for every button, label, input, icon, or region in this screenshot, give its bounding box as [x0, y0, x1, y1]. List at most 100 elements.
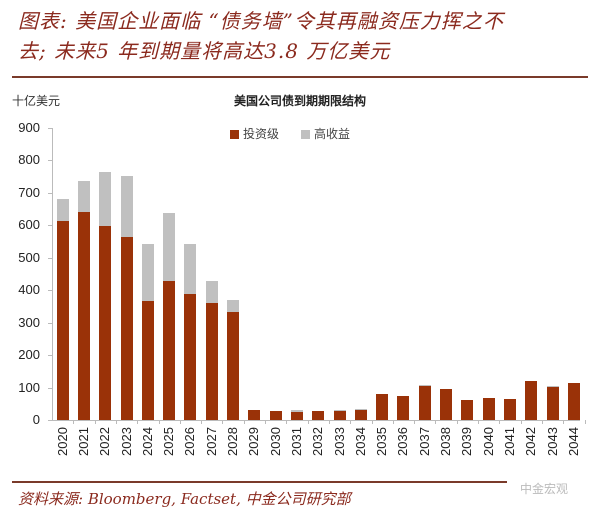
x-tick	[307, 420, 309, 424]
bar-investment-grade	[440, 388, 453, 420]
bar-investment-grade	[525, 381, 538, 420]
x-tick	[243, 420, 245, 424]
bar-high-yield	[205, 281, 218, 304]
legend-swatch	[301, 130, 311, 139]
y-tick-label: 700	[18, 184, 40, 200]
x-tick	[350, 420, 352, 424]
x-tick-label: 2043	[544, 427, 560, 456]
x-tick	[499, 420, 501, 424]
x-tick	[478, 420, 479, 424]
bar-investment-grade	[120, 237, 133, 420]
x-tick-label: 2032	[310, 427, 326, 456]
y-axis	[52, 128, 53, 420]
y-tick-label: 200	[18, 347, 40, 363]
x-tick-label: 2041	[501, 427, 517, 456]
bar-investment-grade	[312, 411, 325, 420]
bar-investment-grade	[290, 412, 303, 420]
x-tick-label: 2024	[139, 427, 155, 456]
x-tick-label: 2020	[54, 427, 70, 456]
bar-investment-grade	[269, 410, 282, 420]
x-tick-label: 2036	[395, 427, 411, 456]
bar-investment-grade	[77, 211, 90, 420]
x-tick	[392, 420, 394, 424]
y-tick	[48, 128, 52, 129]
x-tick	[286, 420, 288, 424]
x-tick	[414, 420, 416, 424]
bar-investment-grade	[503, 398, 516, 420]
x-tick-label: 2031	[288, 427, 304, 456]
y-tick	[48, 257, 52, 259]
y-tick	[48, 387, 52, 389]
y-tick	[48, 192, 52, 194]
y-tick	[48, 355, 52, 357]
title-line-2: 去; 未来5 年到期量将高达3.8 万亿美元	[18, 39, 391, 63]
bar-high-yield	[184, 243, 197, 295]
legend-item-high-yield: 高收益	[301, 125, 350, 142]
x-tick	[222, 420, 224, 424]
bar-high-yield	[333, 410, 346, 412]
x-tick	[158, 420, 160, 424]
bar-investment-grade	[205, 303, 218, 420]
x-tick-label: 2025	[161, 427, 177, 456]
x-tick-label: 2035	[374, 427, 390, 456]
y-tick-label: 500	[18, 249, 40, 265]
bar-investment-grade	[227, 311, 240, 420]
x-tick-label: 2030	[267, 427, 283, 456]
legend-swatch	[230, 130, 239, 139]
bar-investment-grade	[546, 386, 559, 420]
bar-investment-grade	[354, 409, 367, 420]
x-tick-label: 2039	[459, 427, 475, 456]
bar-high-yield	[290, 410, 303, 413]
x-tick	[541, 420, 543, 424]
bar-high-yield	[77, 180, 90, 212]
x-tick	[456, 420, 458, 424]
y-axis-unit: 十亿美元	[12, 94, 61, 108]
y-tick	[48, 420, 52, 421]
x-tick-label: 2023	[118, 427, 134, 456]
y-tick	[48, 225, 52, 227]
x-axis	[52, 420, 580, 421]
legend-item-investment-grade: 投资级	[230, 125, 279, 142]
x-tick-label: 2042	[523, 427, 539, 456]
bar-high-yield	[163, 213, 176, 282]
bar-high-yield	[546, 385, 559, 387]
x-tick-label: 2040	[480, 427, 496, 456]
x-tick	[563, 420, 565, 424]
title-line-1: 图表: 美国企业面临 “债务墙”令其再融资压力挥之不	[18, 9, 504, 33]
x-tick-label: 2027	[203, 427, 219, 456]
figure-title: 图表: 美国企业面临 “债务墙”令其再融资压力挥之不 去; 未来5 年到期量将高…	[18, 6, 588, 66]
bar-high-yield	[56, 198, 69, 222]
y-tick-label: 300	[18, 314, 40, 330]
x-tick	[179, 420, 181, 424]
x-tick	[137, 420, 139, 424]
title-divider	[12, 76, 588, 78]
bar-investment-grade	[141, 300, 154, 420]
x-tick	[371, 420, 373, 424]
bar-investment-grade	[482, 397, 495, 420]
bar-investment-grade	[248, 409, 261, 420]
x-tick-label: 2028	[225, 427, 241, 456]
x-tick-label: 2021	[75, 427, 91, 456]
y-tick	[48, 290, 52, 292]
y-tick-label: 400	[18, 282, 40, 298]
x-tick-label: 2034	[352, 427, 368, 456]
x-tick	[73, 420, 75, 424]
bar-investment-grade	[461, 399, 474, 420]
x-tick	[435, 420, 437, 424]
watermark: 中金宏观	[520, 482, 569, 496]
x-tick-label: 2022	[97, 427, 113, 456]
y-tick-label: 100	[18, 379, 40, 395]
bar-investment-grade	[56, 221, 69, 420]
bar-high-yield	[120, 175, 133, 238]
bar-investment-grade	[376, 393, 389, 420]
source-note: 资料来源: Bloomberg, Factset, 中金公司研究部	[18, 490, 351, 508]
x-tick	[328, 420, 330, 424]
x-tick-label: 2044	[565, 427, 581, 456]
x-tick-label: 2037	[416, 427, 432, 456]
y-tick	[48, 160, 52, 162]
footer-divider	[12, 481, 507, 483]
x-tick	[584, 420, 586, 424]
bar-investment-grade	[418, 385, 431, 420]
y-tick-label: 800	[18, 152, 40, 168]
bar-investment-grade	[184, 294, 197, 420]
